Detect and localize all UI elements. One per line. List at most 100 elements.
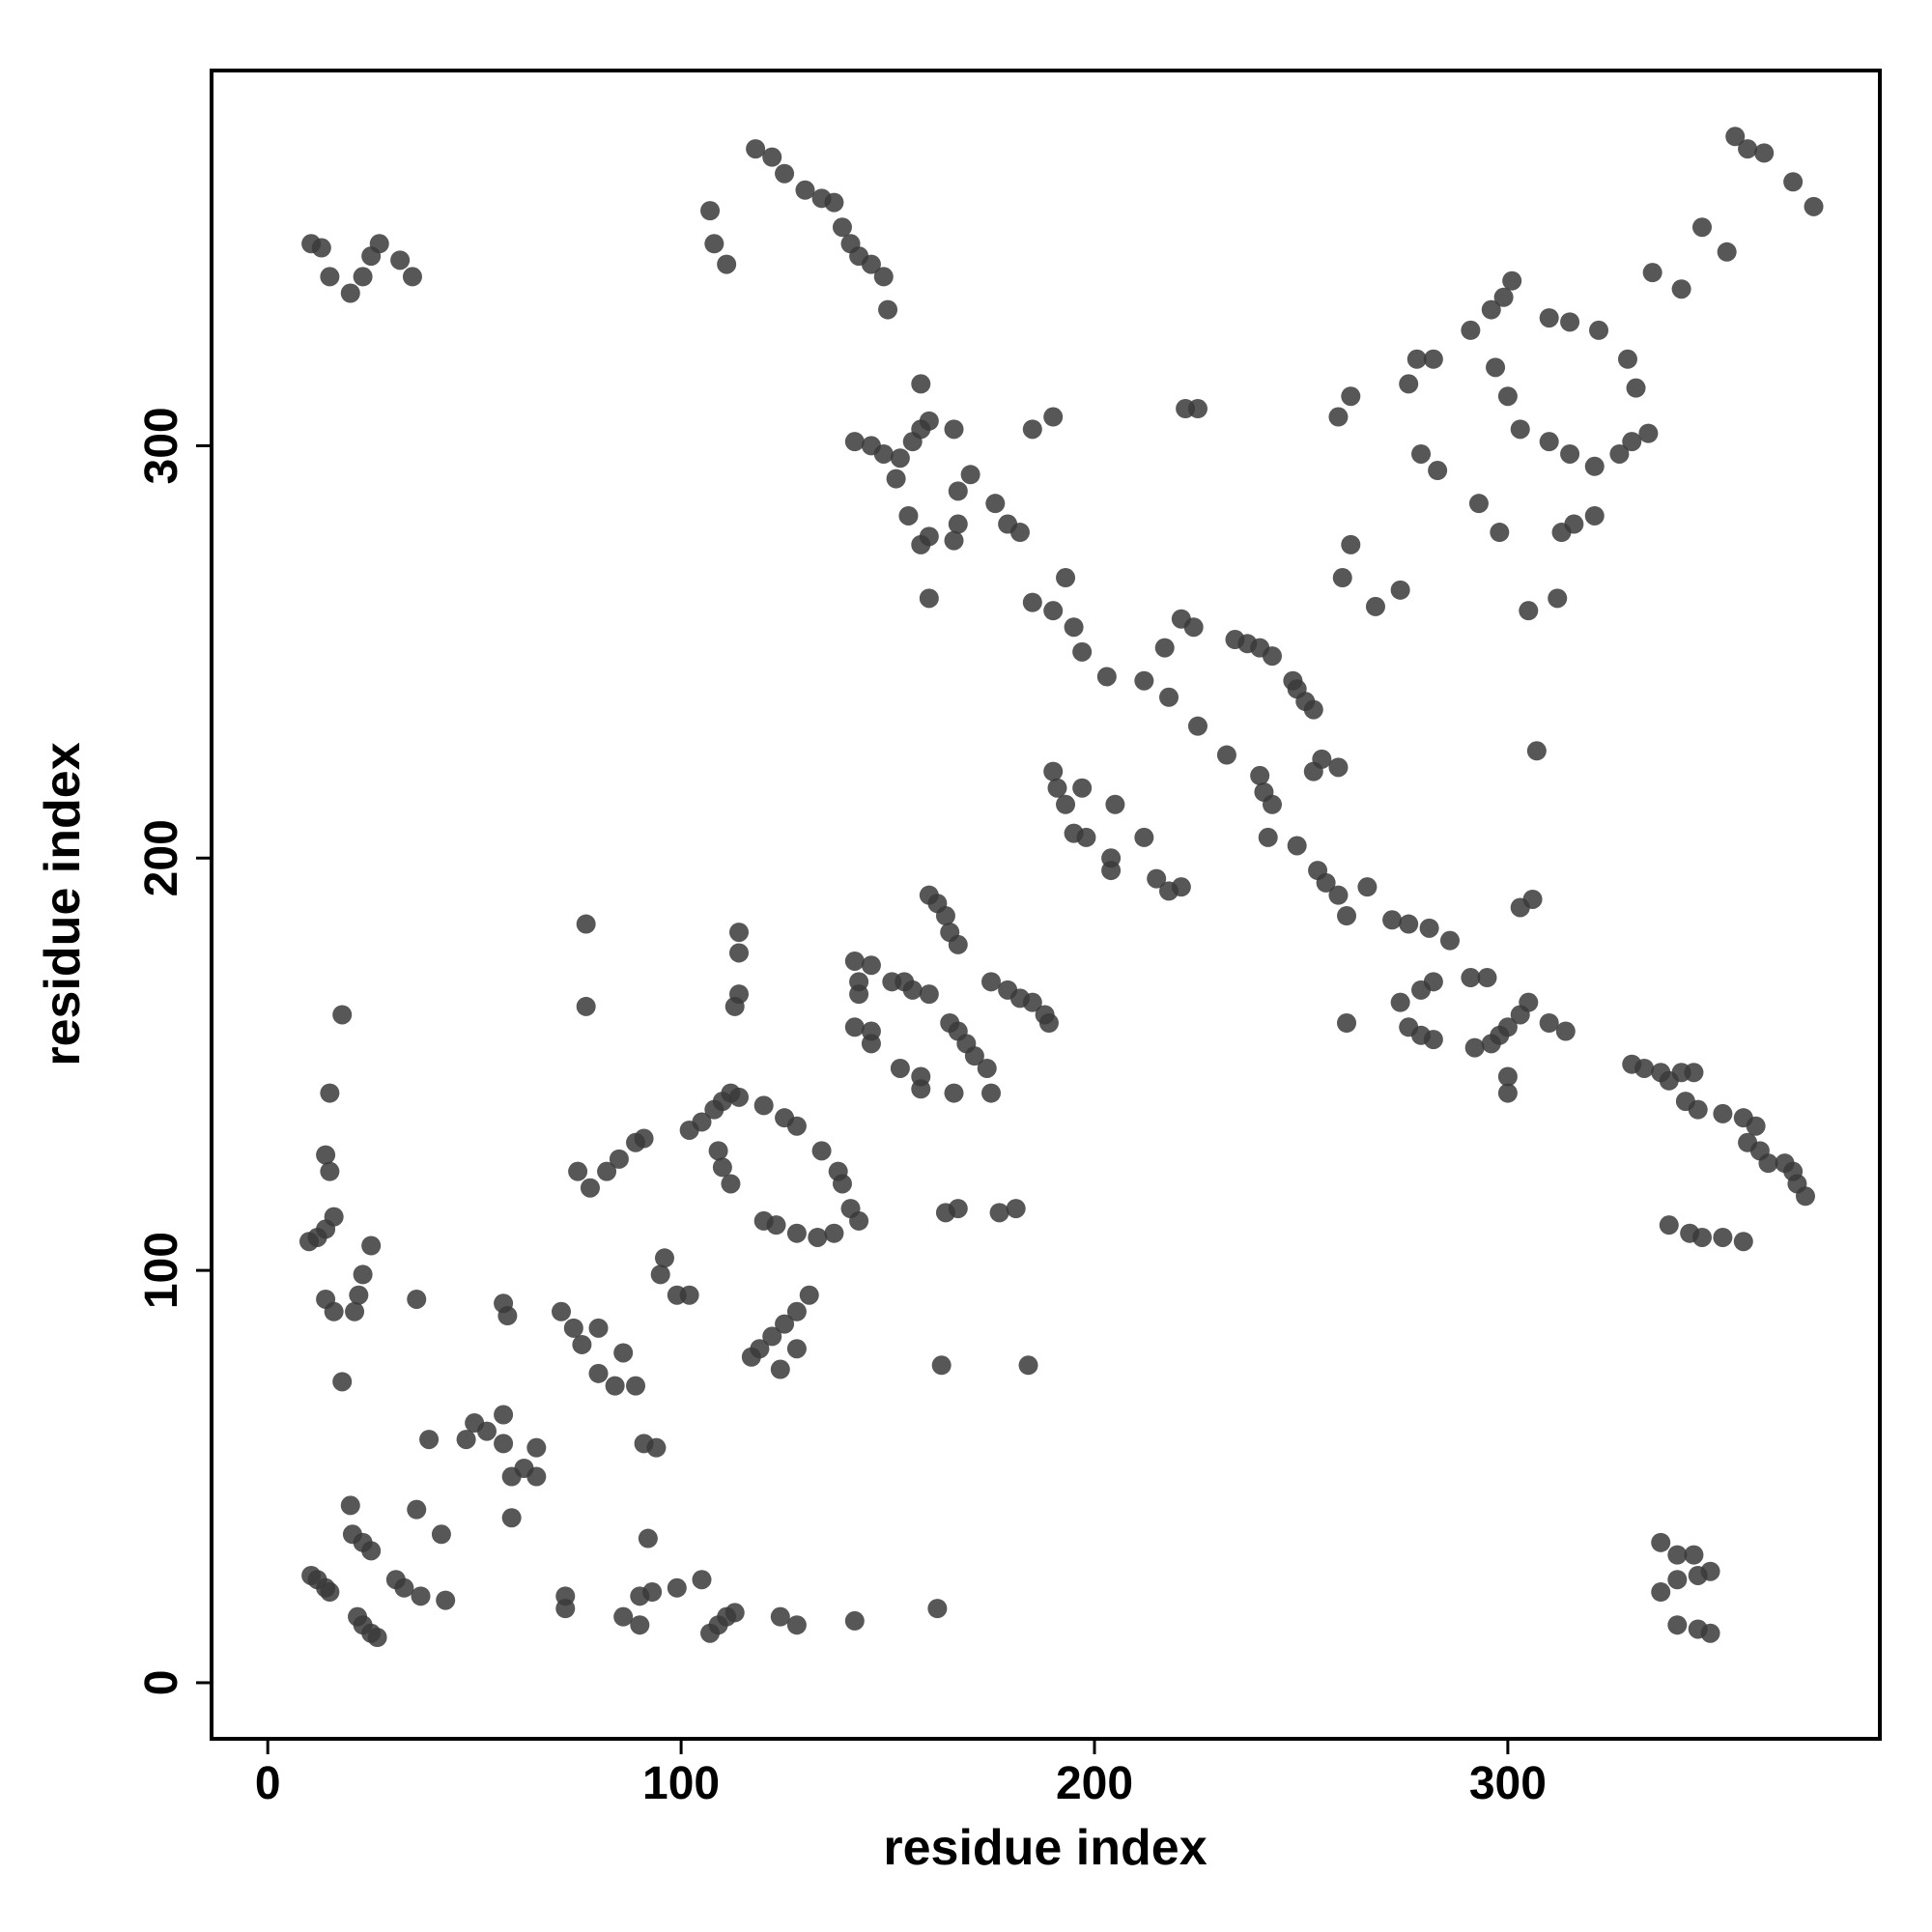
point bbox=[638, 1528, 658, 1548]
point bbox=[1390, 580, 1410, 600]
point bbox=[1589, 320, 1609, 340]
point bbox=[849, 1210, 869, 1231]
point bbox=[1171, 877, 1191, 897]
point bbox=[320, 1083, 340, 1103]
point bbox=[786, 1339, 807, 1359]
point bbox=[919, 526, 939, 547]
point bbox=[588, 1363, 609, 1383]
point bbox=[1337, 1013, 1357, 1034]
point bbox=[981, 1083, 1002, 1103]
point bbox=[1072, 778, 1093, 798]
point bbox=[1560, 312, 1580, 332]
point bbox=[1634, 1058, 1655, 1078]
x-tick-label: 0 bbox=[255, 1758, 281, 1809]
point bbox=[1399, 914, 1419, 934]
point bbox=[324, 1207, 344, 1227]
point bbox=[708, 1141, 728, 1161]
point bbox=[724, 1603, 745, 1623]
point bbox=[497, 1306, 518, 1326]
point bbox=[1258, 827, 1278, 847]
point bbox=[890, 448, 910, 469]
point bbox=[1725, 127, 1746, 147]
y-tick-label: 200 bbox=[136, 819, 187, 896]
point bbox=[1043, 407, 1064, 427]
point bbox=[552, 1301, 572, 1321]
point bbox=[1043, 761, 1064, 781]
point bbox=[1738, 139, 1758, 159]
point bbox=[1548, 588, 1568, 609]
point bbox=[832, 217, 852, 238]
point bbox=[1328, 757, 1349, 778]
point bbox=[1746, 1116, 1766, 1136]
point bbox=[1497, 386, 1518, 407]
point bbox=[1056, 794, 1076, 814]
point bbox=[605, 1376, 625, 1396]
point bbox=[1659, 1215, 1679, 1236]
point bbox=[766, 1215, 786, 1236]
point bbox=[931, 1355, 952, 1376]
point bbox=[795, 180, 815, 200]
point bbox=[886, 469, 906, 489]
point bbox=[1072, 641, 1093, 662]
point bbox=[1216, 745, 1236, 765]
point bbox=[717, 254, 737, 274]
point bbox=[1134, 827, 1154, 847]
point bbox=[1713, 1227, 1733, 1247]
point bbox=[1510, 419, 1530, 440]
point bbox=[613, 1343, 634, 1363]
point bbox=[911, 1066, 931, 1087]
point bbox=[563, 1318, 583, 1338]
point bbox=[762, 147, 782, 167]
point bbox=[1713, 1103, 1733, 1123]
point bbox=[1667, 1570, 1688, 1590]
point bbox=[1365, 596, 1385, 616]
point bbox=[650, 1264, 670, 1285]
point bbox=[919, 588, 939, 609]
point bbox=[1006, 1199, 1026, 1219]
point bbox=[1328, 407, 1349, 427]
point bbox=[419, 1430, 440, 1450]
point bbox=[1382, 910, 1403, 930]
point bbox=[1667, 1615, 1688, 1635]
point bbox=[1497, 1083, 1518, 1103]
point bbox=[1187, 399, 1208, 419]
point bbox=[1043, 601, 1064, 621]
point bbox=[369, 234, 389, 254]
point bbox=[911, 374, 931, 394]
point bbox=[1651, 1582, 1671, 1603]
point bbox=[1183, 617, 1204, 638]
point bbox=[964, 1046, 984, 1066]
point bbox=[361, 1541, 382, 1561]
point bbox=[1754, 143, 1775, 163]
point bbox=[700, 201, 721, 221]
point bbox=[1262, 646, 1282, 667]
y-tick-label: 100 bbox=[136, 1232, 187, 1309]
point bbox=[746, 139, 766, 159]
point bbox=[1758, 1153, 1778, 1174]
point bbox=[1667, 1545, 1688, 1565]
point bbox=[1018, 1355, 1038, 1376]
point bbox=[345, 1301, 365, 1321]
point bbox=[1804, 196, 1824, 216]
point bbox=[349, 1285, 369, 1305]
point bbox=[948, 934, 968, 954]
point bbox=[630, 1615, 650, 1635]
point bbox=[977, 1058, 997, 1078]
point bbox=[1700, 1561, 1720, 1581]
point bbox=[1423, 1030, 1443, 1050]
point bbox=[667, 1577, 687, 1598]
point bbox=[890, 1058, 910, 1078]
point bbox=[824, 1223, 844, 1243]
point bbox=[770, 1359, 790, 1379]
point bbox=[728, 1087, 749, 1107]
point bbox=[1795, 1186, 1815, 1207]
point bbox=[1555, 1021, 1576, 1041]
point bbox=[1341, 534, 1361, 554]
point bbox=[394, 1577, 414, 1598]
point bbox=[1461, 320, 1481, 340]
point bbox=[824, 192, 844, 213]
point bbox=[526, 1437, 547, 1458]
point bbox=[316, 1145, 336, 1165]
plot-frame bbox=[210, 69, 1882, 1741]
point bbox=[1626, 378, 1646, 398]
